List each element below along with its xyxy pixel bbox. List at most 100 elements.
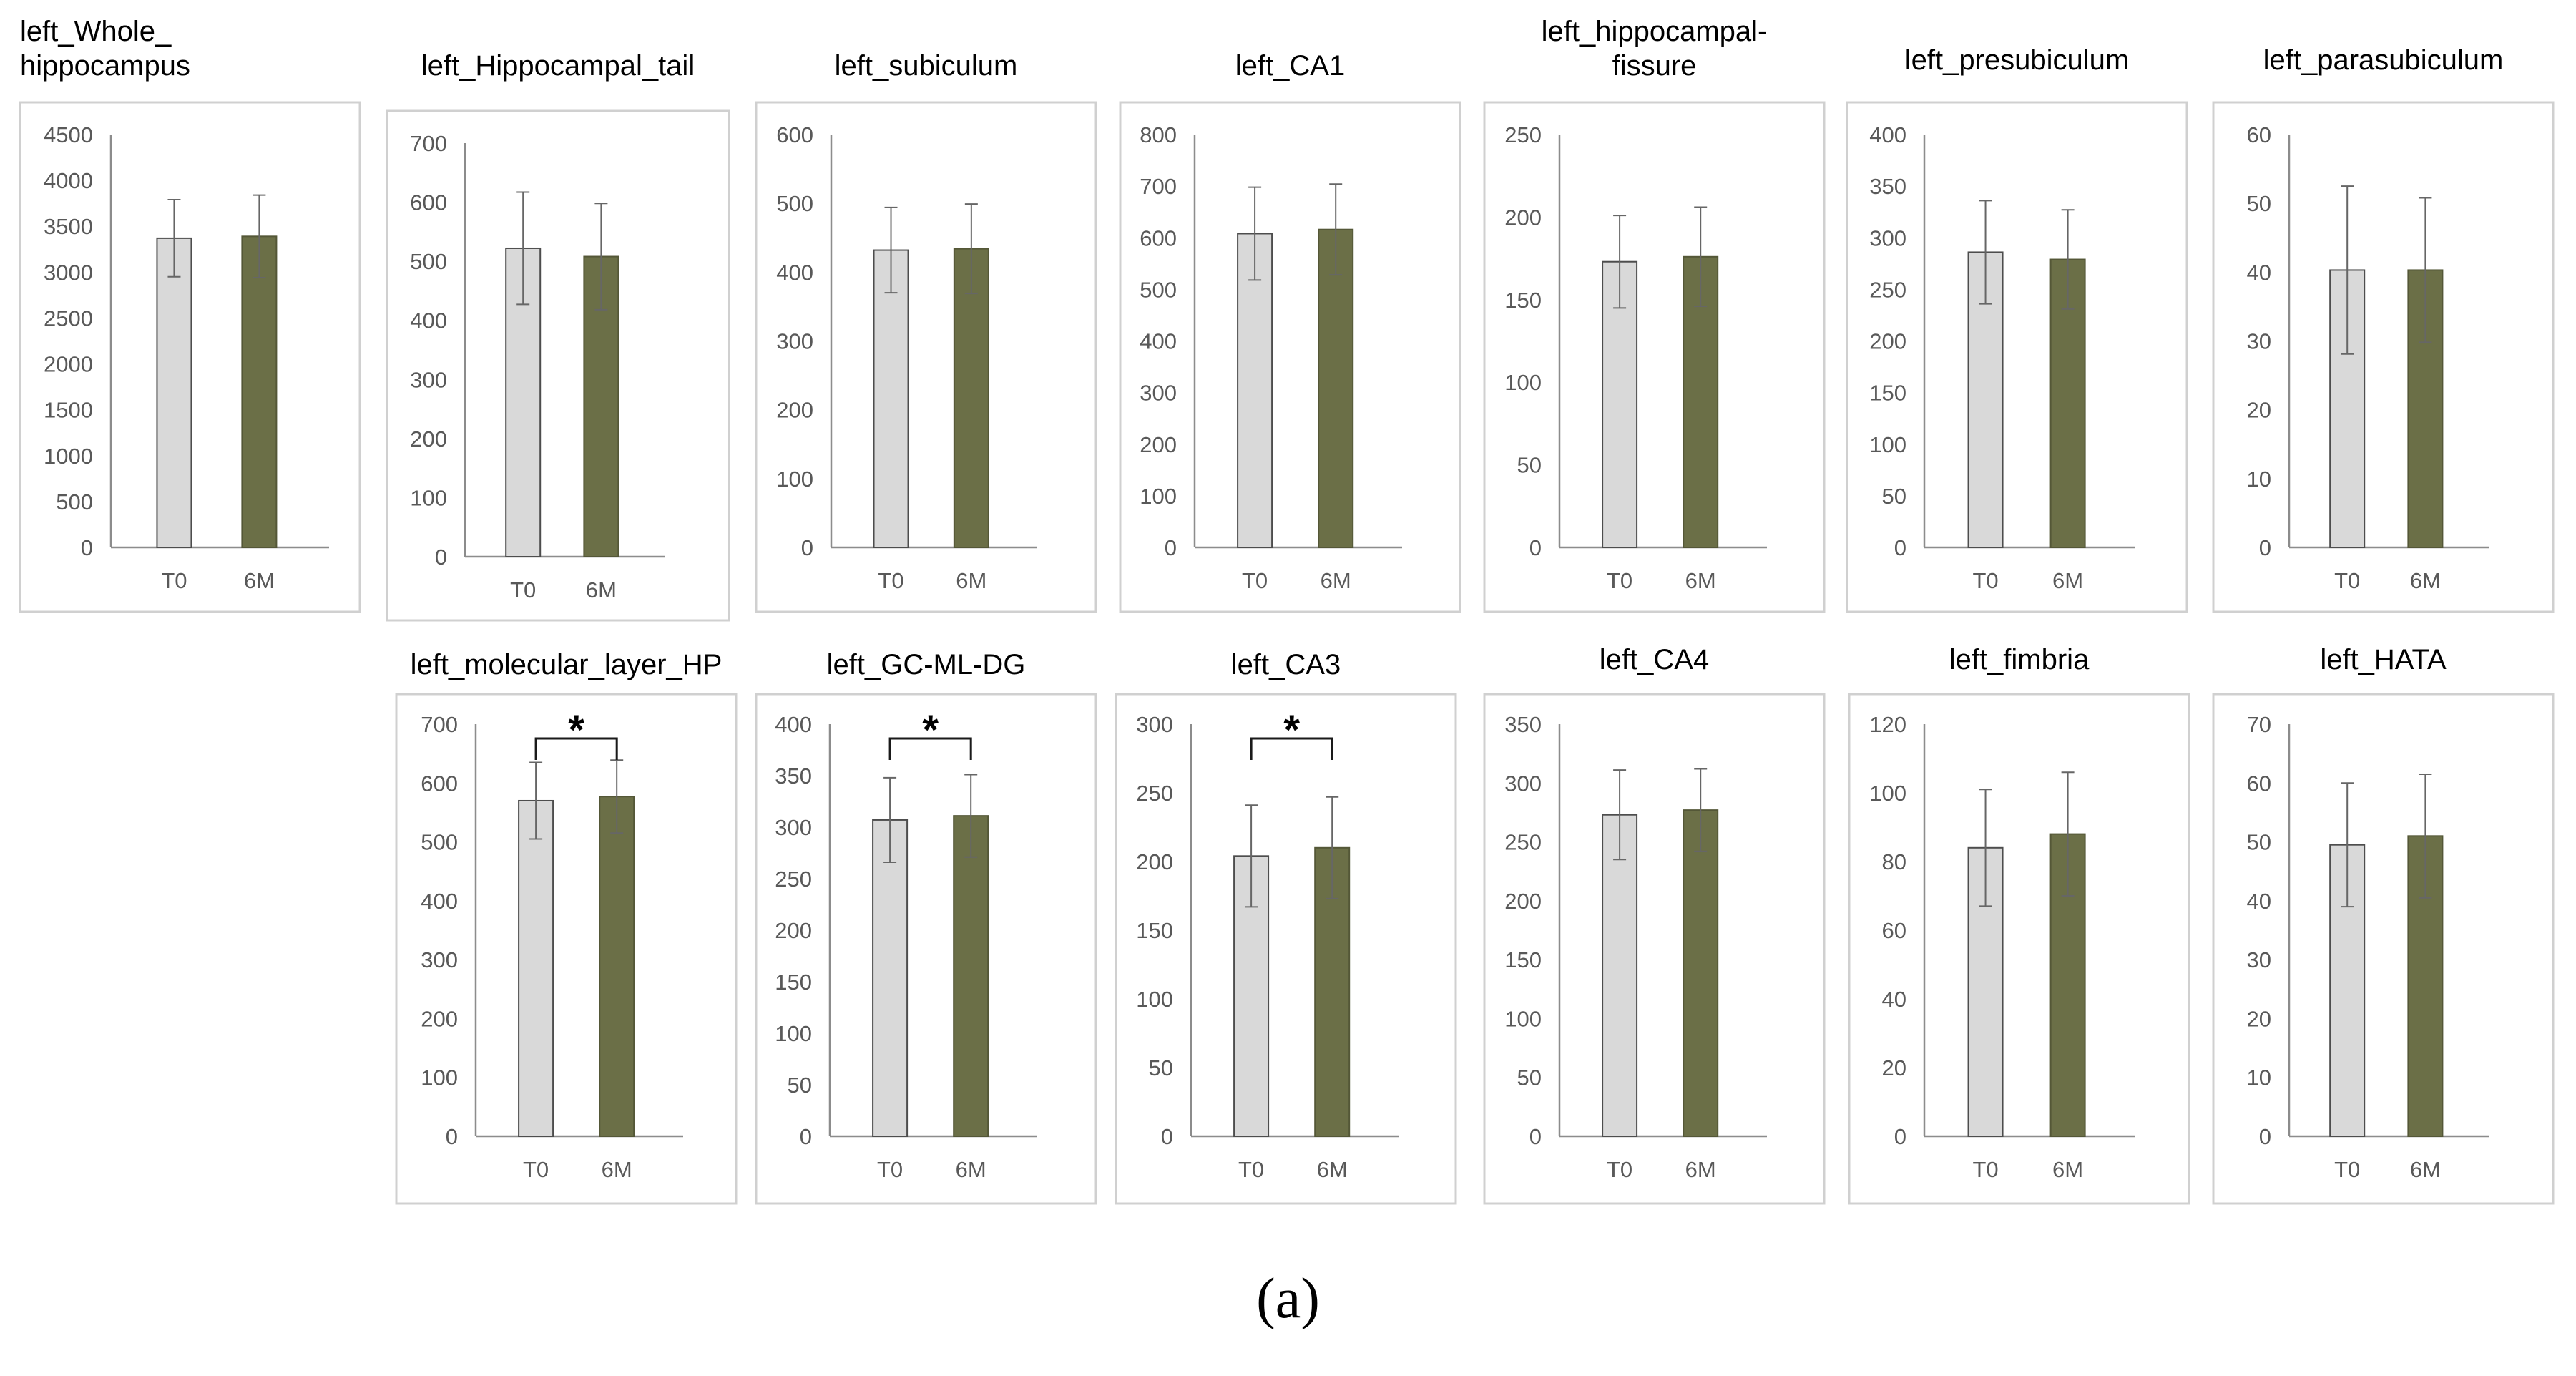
bar-6m — [1318, 228, 1354, 548]
chart-title: left_hippocampal- fissure — [1541, 16, 1768, 82]
chart-title: left_CA4 — [1599, 644, 1710, 675]
y-tick-label: 600 — [1140, 225, 1177, 250]
chart-frame — [1846, 101, 2188, 613]
significance-bracket — [534, 737, 618, 760]
bar-6m — [953, 815, 989, 1138]
significance-marker: * — [1283, 707, 1300, 753]
chart-9: 0 50 100 150 200 250 300 350 400 T0 6M * — [755, 693, 1097, 1205]
x-tick-label: T0 — [510, 577, 536, 602]
chart-11: 0 50 100 150 200 250 300 350 T0 6M — [1483, 693, 1826, 1205]
y-tick-label: 700 — [1140, 174, 1177, 199]
y-tick-label: 2000 — [44, 352, 93, 377]
figure-caption: (a) — [1256, 1267, 1320, 1330]
chart-1: 0 500 1000 1500 2000 2500 3000 3500 4000 4500 T0 6M — [19, 101, 361, 613]
y-tick-label: 80 — [1882, 849, 1906, 874]
x-tick-label: 6M — [2410, 1157, 2441, 1182]
y-tick-label: 0 — [1161, 1124, 1173, 1149]
y-tick-label: 150 — [775, 970, 812, 995]
y-tick-label: 10 — [2247, 1065, 2271, 1090]
y-tick-label: 250 — [1504, 830, 1542, 855]
x-tick-label: T0 — [2334, 568, 2360, 593]
y-tick-label: 250 — [775, 867, 812, 892]
chart-frame — [755, 693, 1097, 1205]
bar-t0 — [156, 237, 192, 548]
y-tick-label: 50 — [1882, 484, 1906, 509]
y-tick-label: 0 — [81, 535, 93, 560]
y-tick-label: 60 — [2247, 122, 2271, 147]
y-tick-label: 300 — [1136, 712, 1173, 737]
chart-title: left_GC-ML-DG — [826, 649, 1026, 680]
y-tick-label: 40 — [2247, 889, 2271, 914]
y-tick-label: 200 — [421, 1006, 458, 1031]
y-tick-label: 200 — [410, 426, 447, 452]
y-tick-label: 300 — [776, 329, 813, 354]
y-tick-label: 50 — [1149, 1055, 1173, 1080]
bar-6m — [953, 248, 989, 548]
chart-title: left_fimbria — [1949, 644, 2090, 675]
y-tick-label: 100 — [1504, 370, 1542, 395]
y-tick-label: 400 — [1869, 122, 1906, 147]
x-tick-label: 6M — [956, 568, 986, 593]
y-tick-label: 200 — [1136, 849, 1173, 874]
y-tick-label: 150 — [1136, 918, 1173, 943]
y-tick-label: 100 — [1869, 781, 1906, 806]
x-tick-label: 6M — [1685, 1157, 1716, 1182]
y-tick-label: 100 — [1140, 484, 1177, 509]
x-tick-label: 6M — [586, 577, 617, 602]
y-tick-label: 100 — [1504, 1006, 1542, 1031]
y-tick-label: 700 — [410, 131, 447, 156]
chart-7: 0 10 20 30 40 50 60 T0 6M — [2212, 101, 2555, 613]
x-tick-label: T0 — [1607, 568, 1632, 593]
y-tick-label: 50 — [788, 1073, 812, 1098]
chart-3: 0 100 200 300 400 500 600 T0 6M — [755, 101, 1097, 613]
y-tick-label: 300 — [1869, 225, 1906, 250]
y-tick-label: 10 — [2247, 467, 2271, 492]
chart-4: 0 100 200 300 400 500 600 700 800 T0 6M — [1119, 101, 1461, 613]
bar-t0 — [872, 819, 909, 1138]
y-tick-label: 120 — [1869, 712, 1906, 737]
y-tick-label: 100 — [1869, 432, 1906, 457]
y-tick-label: 400 — [775, 712, 812, 737]
y-tick-label: 300 — [421, 947, 458, 972]
y-tick-label: 700 — [421, 712, 458, 737]
chart-title: left_Hippocampal_tail — [421, 50, 695, 82]
y-tick-label: 600 — [410, 190, 447, 215]
y-tick-label: 600 — [421, 771, 458, 796]
y-tick-label: 200 — [1140, 432, 1177, 457]
chart-frame — [755, 101, 1097, 613]
y-tick-label: 4000 — [44, 168, 93, 193]
y-tick-label: 50 — [2247, 191, 2271, 216]
y-tick-label: 40 — [1882, 987, 1906, 1012]
y-tick-label: 20 — [2247, 398, 2271, 423]
x-tick-label: 6M — [1685, 568, 1716, 593]
y-tick-label: 400 — [776, 260, 813, 285]
y-tick-label: 0 — [1529, 1124, 1542, 1149]
y-tick-label: 60 — [2247, 771, 2271, 796]
y-tick-label: 400 — [410, 308, 447, 333]
y-tick-label: 300 — [410, 367, 447, 392]
chart-5: 0 50 100 150 200 250 T0 6M — [1483, 101, 1826, 613]
x-tick-label: T0 — [2334, 1157, 2360, 1182]
chart-title: left_Whole_ hippocampus — [20, 16, 190, 82]
y-tick-label: 0 — [2259, 1124, 2271, 1149]
y-tick-label: 1000 — [44, 444, 93, 469]
chart-frame — [2212, 693, 2555, 1205]
chart-frame — [1119, 101, 1461, 613]
x-tick-label: T0 — [1242, 568, 1268, 593]
y-tick-label: 50 — [1517, 1065, 1542, 1090]
significance-bracket — [1250, 737, 1333, 760]
y-tick-label: 0 — [1165, 535, 1177, 560]
y-tick-label: 40 — [2247, 260, 2271, 285]
y-tick-label: 100 — [410, 485, 447, 510]
chart-12: 0 20 40 60 80 100 120 T0 6M — [1848, 693, 2190, 1205]
y-tick-label: 400 — [1140, 329, 1177, 354]
x-tick-label: 6M — [1317, 1157, 1348, 1182]
chart-title: left_HATA — [2320, 644, 2447, 675]
chart-2: 0 100 200 300 400 500 600 700 T0 6M — [386, 109, 730, 622]
x-tick-label: T0 — [877, 1157, 903, 1182]
y-tick-label: 600 — [776, 122, 813, 147]
y-tick-label: 100 — [421, 1065, 458, 1090]
y-tick-label: 0 — [1894, 535, 1906, 560]
